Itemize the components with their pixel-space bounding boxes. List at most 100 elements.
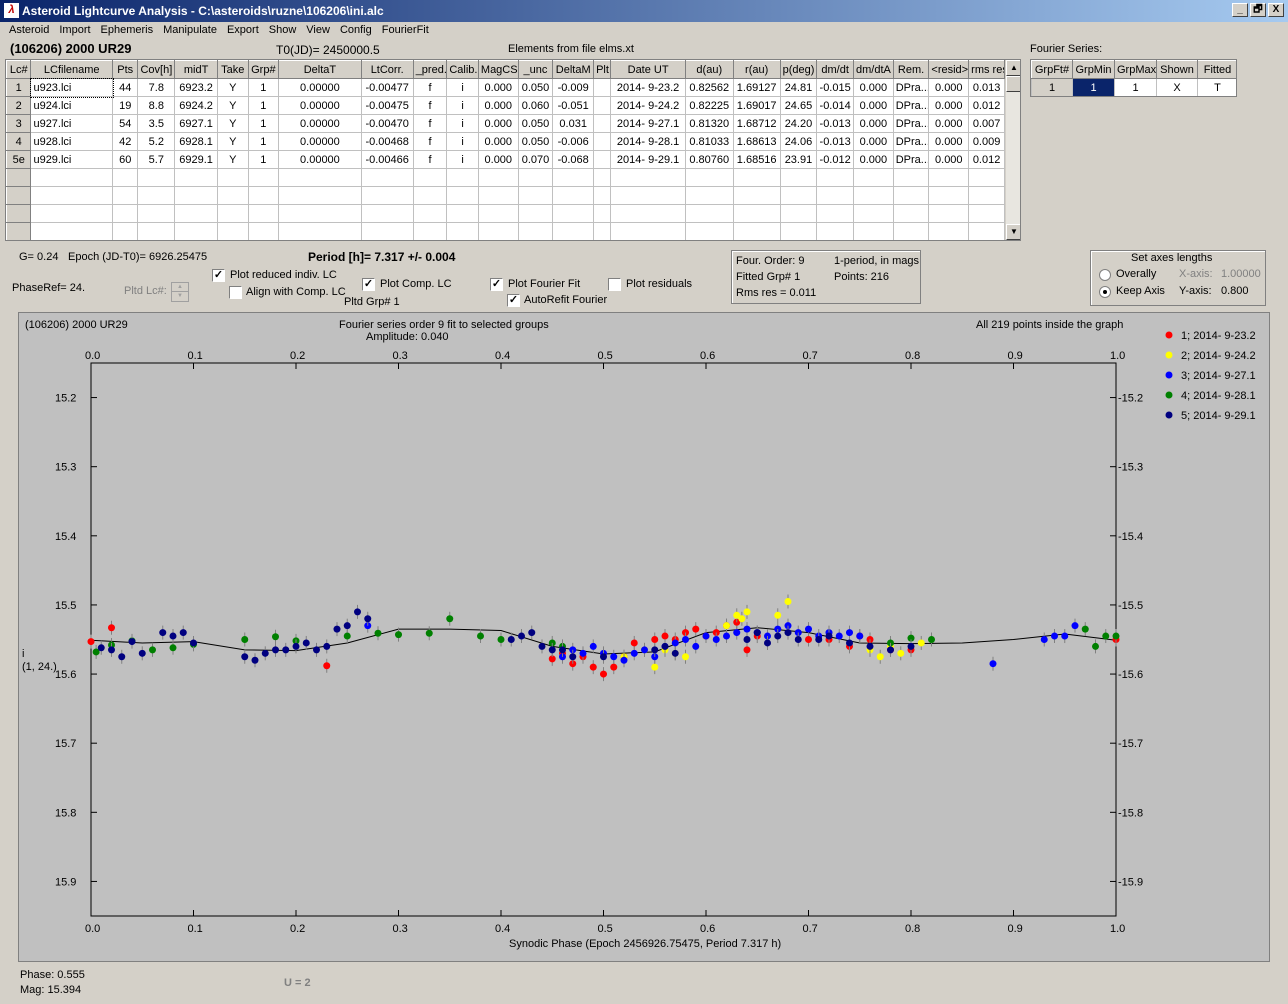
row-header[interactable] xyxy=(6,204,32,223)
table-cell[interactable] xyxy=(477,222,519,240)
table-cell[interactable]: Y xyxy=(216,96,249,115)
overally-radio[interactable] xyxy=(1099,269,1111,281)
table-cell[interactable]: i xyxy=(446,114,479,133)
table-row[interactable]: 2 u924.lci 19 8.8 6924.2 Y 1 0.00000 -0.00475 f i 0… xyxy=(6,96,1005,115)
table-cell[interactable] xyxy=(446,204,479,223)
table-cell[interactable]: -0.00468 xyxy=(360,132,414,151)
column-header[interactable]: Pts xyxy=(111,60,139,79)
menu-fourierfit[interactable]: FourierFit xyxy=(381,24,429,36)
table-cell[interactable] xyxy=(816,204,854,223)
table-cell[interactable]: -0.015 xyxy=(816,78,854,97)
column-header[interactable]: rms res xyxy=(968,60,1005,79)
table-cell[interactable] xyxy=(111,168,139,187)
table-cell[interactable]: 1 xyxy=(247,114,280,133)
table-cell[interactable] xyxy=(111,186,139,205)
table-cell[interactable]: -0.00477 xyxy=(360,78,414,97)
table-cell[interactable] xyxy=(412,168,448,187)
table-cell[interactable] xyxy=(412,222,448,240)
column-header[interactable]: _pred. xyxy=(412,60,448,79)
table-cell[interactable]: u928.lci xyxy=(30,132,113,151)
table-cell[interactable]: 6928.1 xyxy=(174,132,218,151)
table-cell[interactable] xyxy=(610,168,686,187)
column-header[interactable]: Plt xyxy=(593,60,612,79)
autorefit-checkbox[interactable]: ✓ xyxy=(507,294,520,307)
table-cell[interactable]: 0.050 xyxy=(517,132,554,151)
table-cell[interactable] xyxy=(552,168,595,187)
table-cell[interactable] xyxy=(732,186,781,205)
column-header[interactable]: r(au) xyxy=(732,60,781,79)
table-cell[interactable]: 24.06 xyxy=(779,132,818,151)
table-cell[interactable]: 0.000 xyxy=(928,132,970,151)
table-cell[interactable] xyxy=(779,204,818,223)
table-cell[interactable]: 8.8 xyxy=(137,96,176,115)
table-cell[interactable] xyxy=(278,222,362,240)
table-cell[interactable] xyxy=(111,204,139,223)
table-cell[interactable] xyxy=(137,222,176,240)
table-cell[interactable] xyxy=(593,150,612,169)
table-cell[interactable]: 6929.1 xyxy=(174,150,218,169)
table-cell[interactable] xyxy=(968,168,1005,187)
table-cell[interactable]: 0.007 xyxy=(968,114,1005,133)
table-cell[interactable]: u927.lci xyxy=(30,114,113,133)
table-cell[interactable]: 1.68613 xyxy=(732,132,781,151)
table-row-empty[interactable] xyxy=(6,222,1005,240)
table-cell[interactable]: f xyxy=(412,150,448,169)
plot-residuals-checkbox[interactable] xyxy=(608,278,621,291)
table-cell[interactable]: -0.00470 xyxy=(360,114,414,133)
table-cell[interactable]: u929.lci xyxy=(30,150,113,169)
lightcurve-table-scrollbar[interactable]: ▲ ▼ xyxy=(1005,60,1020,240)
table-cell[interactable]: 24.81 xyxy=(779,78,818,97)
table-cell[interactable] xyxy=(892,186,930,205)
table-cell[interactable]: i xyxy=(446,78,479,97)
spinner-down-icon[interactable]: ▼ xyxy=(177,293,183,299)
column-header[interactable]: Lc# xyxy=(6,60,32,79)
spinner-up-icon[interactable]: ▲ xyxy=(172,283,188,292)
menu-import[interactable]: Import xyxy=(59,24,91,36)
table-cell[interactable]: 0.00000 xyxy=(278,96,362,115)
table-cell[interactable]: -0.006 xyxy=(552,132,595,151)
table-cell[interactable] xyxy=(593,132,612,151)
table-cell[interactable]: 1 xyxy=(247,96,280,115)
table-cell[interactable]: -0.009 xyxy=(552,78,595,97)
table-cell[interactable]: 0.82225 xyxy=(684,96,734,115)
table-cell[interactable] xyxy=(216,168,249,187)
scroll-thumb[interactable] xyxy=(1006,76,1020,92)
table-cell[interactable]: 2014- 9-28.1 xyxy=(610,132,686,151)
column-header[interactable]: dm/dtA xyxy=(852,60,894,79)
row-header[interactable] xyxy=(6,222,32,240)
menu-show[interactable]: Show xyxy=(268,24,297,36)
column-header[interactable]: Date UT xyxy=(610,60,686,79)
table-cell[interactable] xyxy=(610,204,686,223)
table-cell[interactable] xyxy=(517,204,554,223)
table-cell[interactable]: 0.000 xyxy=(852,132,894,151)
table-cell[interactable] xyxy=(517,186,554,205)
table-cell[interactable] xyxy=(216,186,249,205)
column-header[interactable]: Grp# xyxy=(247,60,280,79)
table-cell[interactable] xyxy=(779,186,818,205)
table-cell[interactable] xyxy=(968,204,1005,223)
table-cell[interactable]: 2014- 9-24.2 xyxy=(610,96,686,115)
table-cell[interactable]: 0.000 xyxy=(477,96,519,115)
table-row-empty[interactable] xyxy=(6,204,1005,223)
column-header[interactable]: Take xyxy=(216,60,249,79)
table-cell[interactable]: 5.2 xyxy=(137,132,176,151)
column-header[interactable]: p(deg) xyxy=(779,60,818,79)
table-cell[interactable]: 0.000 xyxy=(477,78,519,97)
row-header[interactable]: 2 xyxy=(6,96,32,115)
table-cell[interactable]: 7.8 xyxy=(137,78,176,97)
table-cell[interactable]: 1.69127 xyxy=(732,78,781,97)
table-cell[interactable] xyxy=(892,222,930,240)
table-cell[interactable] xyxy=(247,186,280,205)
table-cell[interactable] xyxy=(278,186,362,205)
table-cell[interactable] xyxy=(610,222,686,240)
table-cell[interactable]: 0.000 xyxy=(852,96,894,115)
plot-reduced-checkbox[interactable]: ✓ xyxy=(212,269,225,282)
table-cell[interactable]: 0.80760 xyxy=(684,150,734,169)
column-header[interactable]: LtCorr. xyxy=(360,60,414,79)
fourier-cell[interactable]: 1 xyxy=(1031,78,1073,96)
table-cell[interactable]: 6927.1 xyxy=(174,114,218,133)
table-cell[interactable]: 6924.2 xyxy=(174,96,218,115)
table-cell[interactable] xyxy=(593,78,612,97)
table-cell[interactable] xyxy=(517,222,554,240)
